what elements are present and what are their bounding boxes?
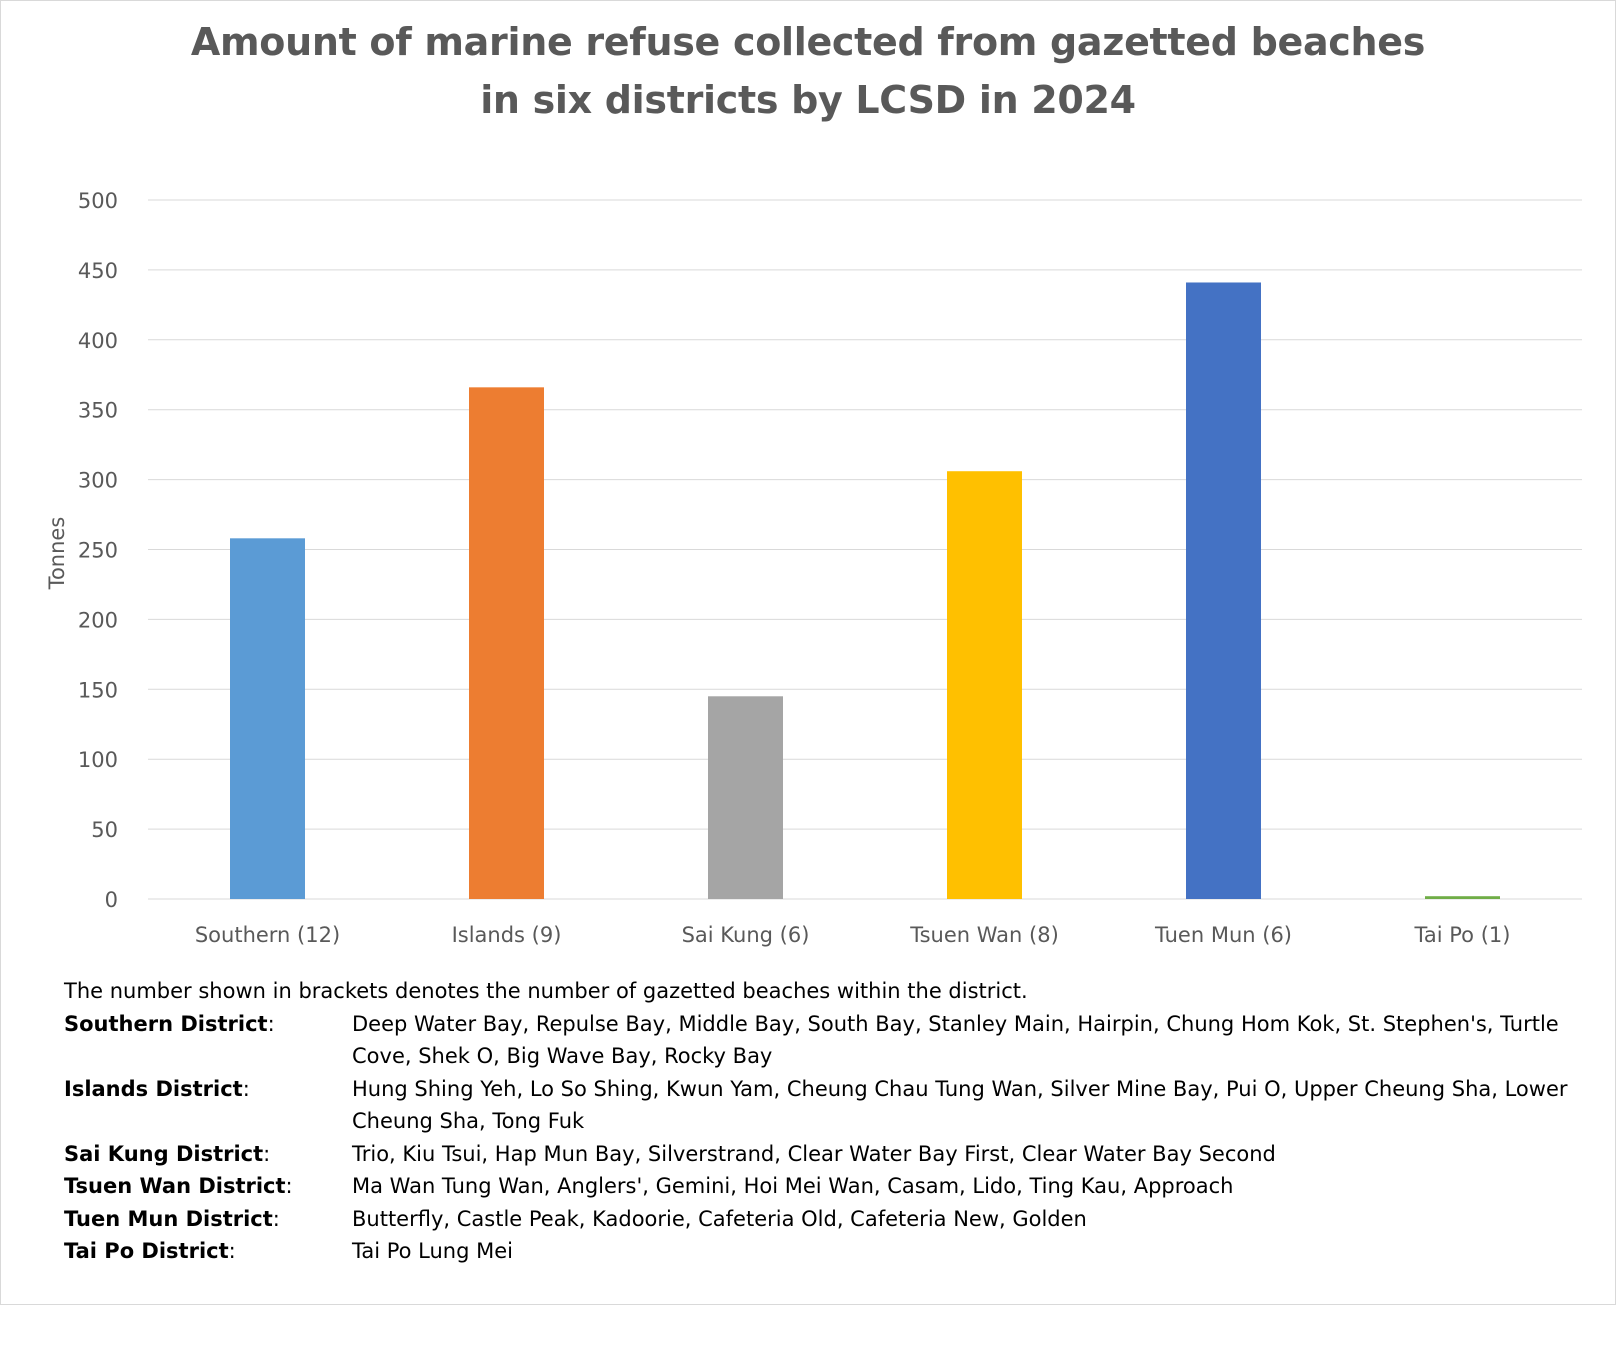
district-row-sai-kung: Sai Kung District: Trio, Kiu Tsui, Hap M… [64, 1138, 1604, 1171]
y-tick-label: 100 [78, 748, 118, 772]
y-tick-label: 50 [91, 818, 118, 842]
y-tick-label: 300 [78, 469, 118, 493]
bar [230, 538, 305, 899]
x-tick-label: Tuen Mun (6) [1154, 923, 1292, 947]
district-name: Sai Kung District [64, 1141, 264, 1166]
chart-notes: The number shown in brackets denotes the… [64, 975, 1604, 1268]
gridlines [148, 199, 1582, 900]
x-tick-label: Sai Kung (6) [682, 923, 810, 947]
x-tick-label: Southern (12) [195, 923, 340, 947]
y-tick-label: 150 [78, 678, 118, 702]
x-tick-label: Tai Po (1) [1414, 923, 1511, 947]
district-name: Tai Po District [64, 1239, 229, 1263]
y-tick-label: 250 [78, 539, 118, 563]
y-tick-label: 0 [105, 888, 118, 912]
y-tick-label: 400 [78, 329, 118, 353]
y-tick-label: 500 [78, 189, 118, 213]
district-beaches: Deep Water Bay, Repulse Bay, Middle Bay,… [352, 1011, 1559, 1069]
district-beaches: Tai Po Lung Mei [352, 1239, 513, 1263]
bar [947, 471, 1022, 899]
district-row-southern: Southern District: Deep Water Bay, Repul… [64, 1008, 1604, 1073]
bar [1425, 896, 1500, 899]
district-row-islands: Islands District: Hung Shing Yeh, Lo So … [64, 1073, 1604, 1138]
bar [469, 387, 544, 899]
x-tick-labels: Southern (12) Islands (9) Sai Kung (6) Tsue… [195, 923, 1511, 947]
y-tick-label: 450 [78, 259, 118, 283]
bar [1186, 282, 1261, 899]
y-tick-label: 200 [78, 608, 118, 632]
district-name: Tsuen Wan District [64, 1174, 286, 1198]
bar [708, 696, 783, 899]
notes-intro: The number shown in brackets denotes the… [64, 979, 1028, 1003]
district-beaches: Trio, Kiu Tsui, Hap Mun Bay, Silverstran… [352, 1141, 1276, 1166]
bars [230, 282, 1500, 899]
district-name: Tuen Mun District [64, 1206, 273, 1231]
district-name: Islands District [64, 1076, 243, 1101]
district-name: Southern District [64, 1011, 268, 1036]
x-tick-label: Tsuen Wan (8) [909, 923, 1059, 947]
district-row-tsuen-wan: Tsuen Wan District: Ma Wan Tung Wan, Ang… [64, 1170, 1604, 1203]
bar-chart: 0 50 100 150 200 250 300 350 400 450 500 Southern … [45, 189, 1582, 947]
x-tick-label: Islands (9) [452, 923, 562, 947]
y-tick-label: 350 [78, 399, 118, 423]
chart-title-line-1: Amount of marine refuse collected from g… [190, 20, 1426, 64]
y-axis-label: Tonnes [45, 517, 69, 591]
district-beaches: Butterfly, Castle Peak, Kadoorie, Cafete… [352, 1206, 1087, 1231]
district-row-tuen-mun: Tuen Mun District: Butterfly, Castle Pea… [64, 1203, 1604, 1236]
district-beaches: Ma Wan Tung Wan, Anglers', Gemini, Hoi M… [352, 1174, 1234, 1198]
district-row-tai-po: Tai Po District: Tai Po Lung Mei [64, 1235, 1604, 1268]
chart-title-line-2: in six districts by LCSD in 2024 [480, 78, 1136, 122]
district-beaches: Hung Shing Yeh, Lo So Shing, Kwun Yam, C… [352, 1076, 1568, 1134]
y-tick-labels: 0 50 100 150 200 250 300 350 400 450 500 [78, 189, 118, 912]
